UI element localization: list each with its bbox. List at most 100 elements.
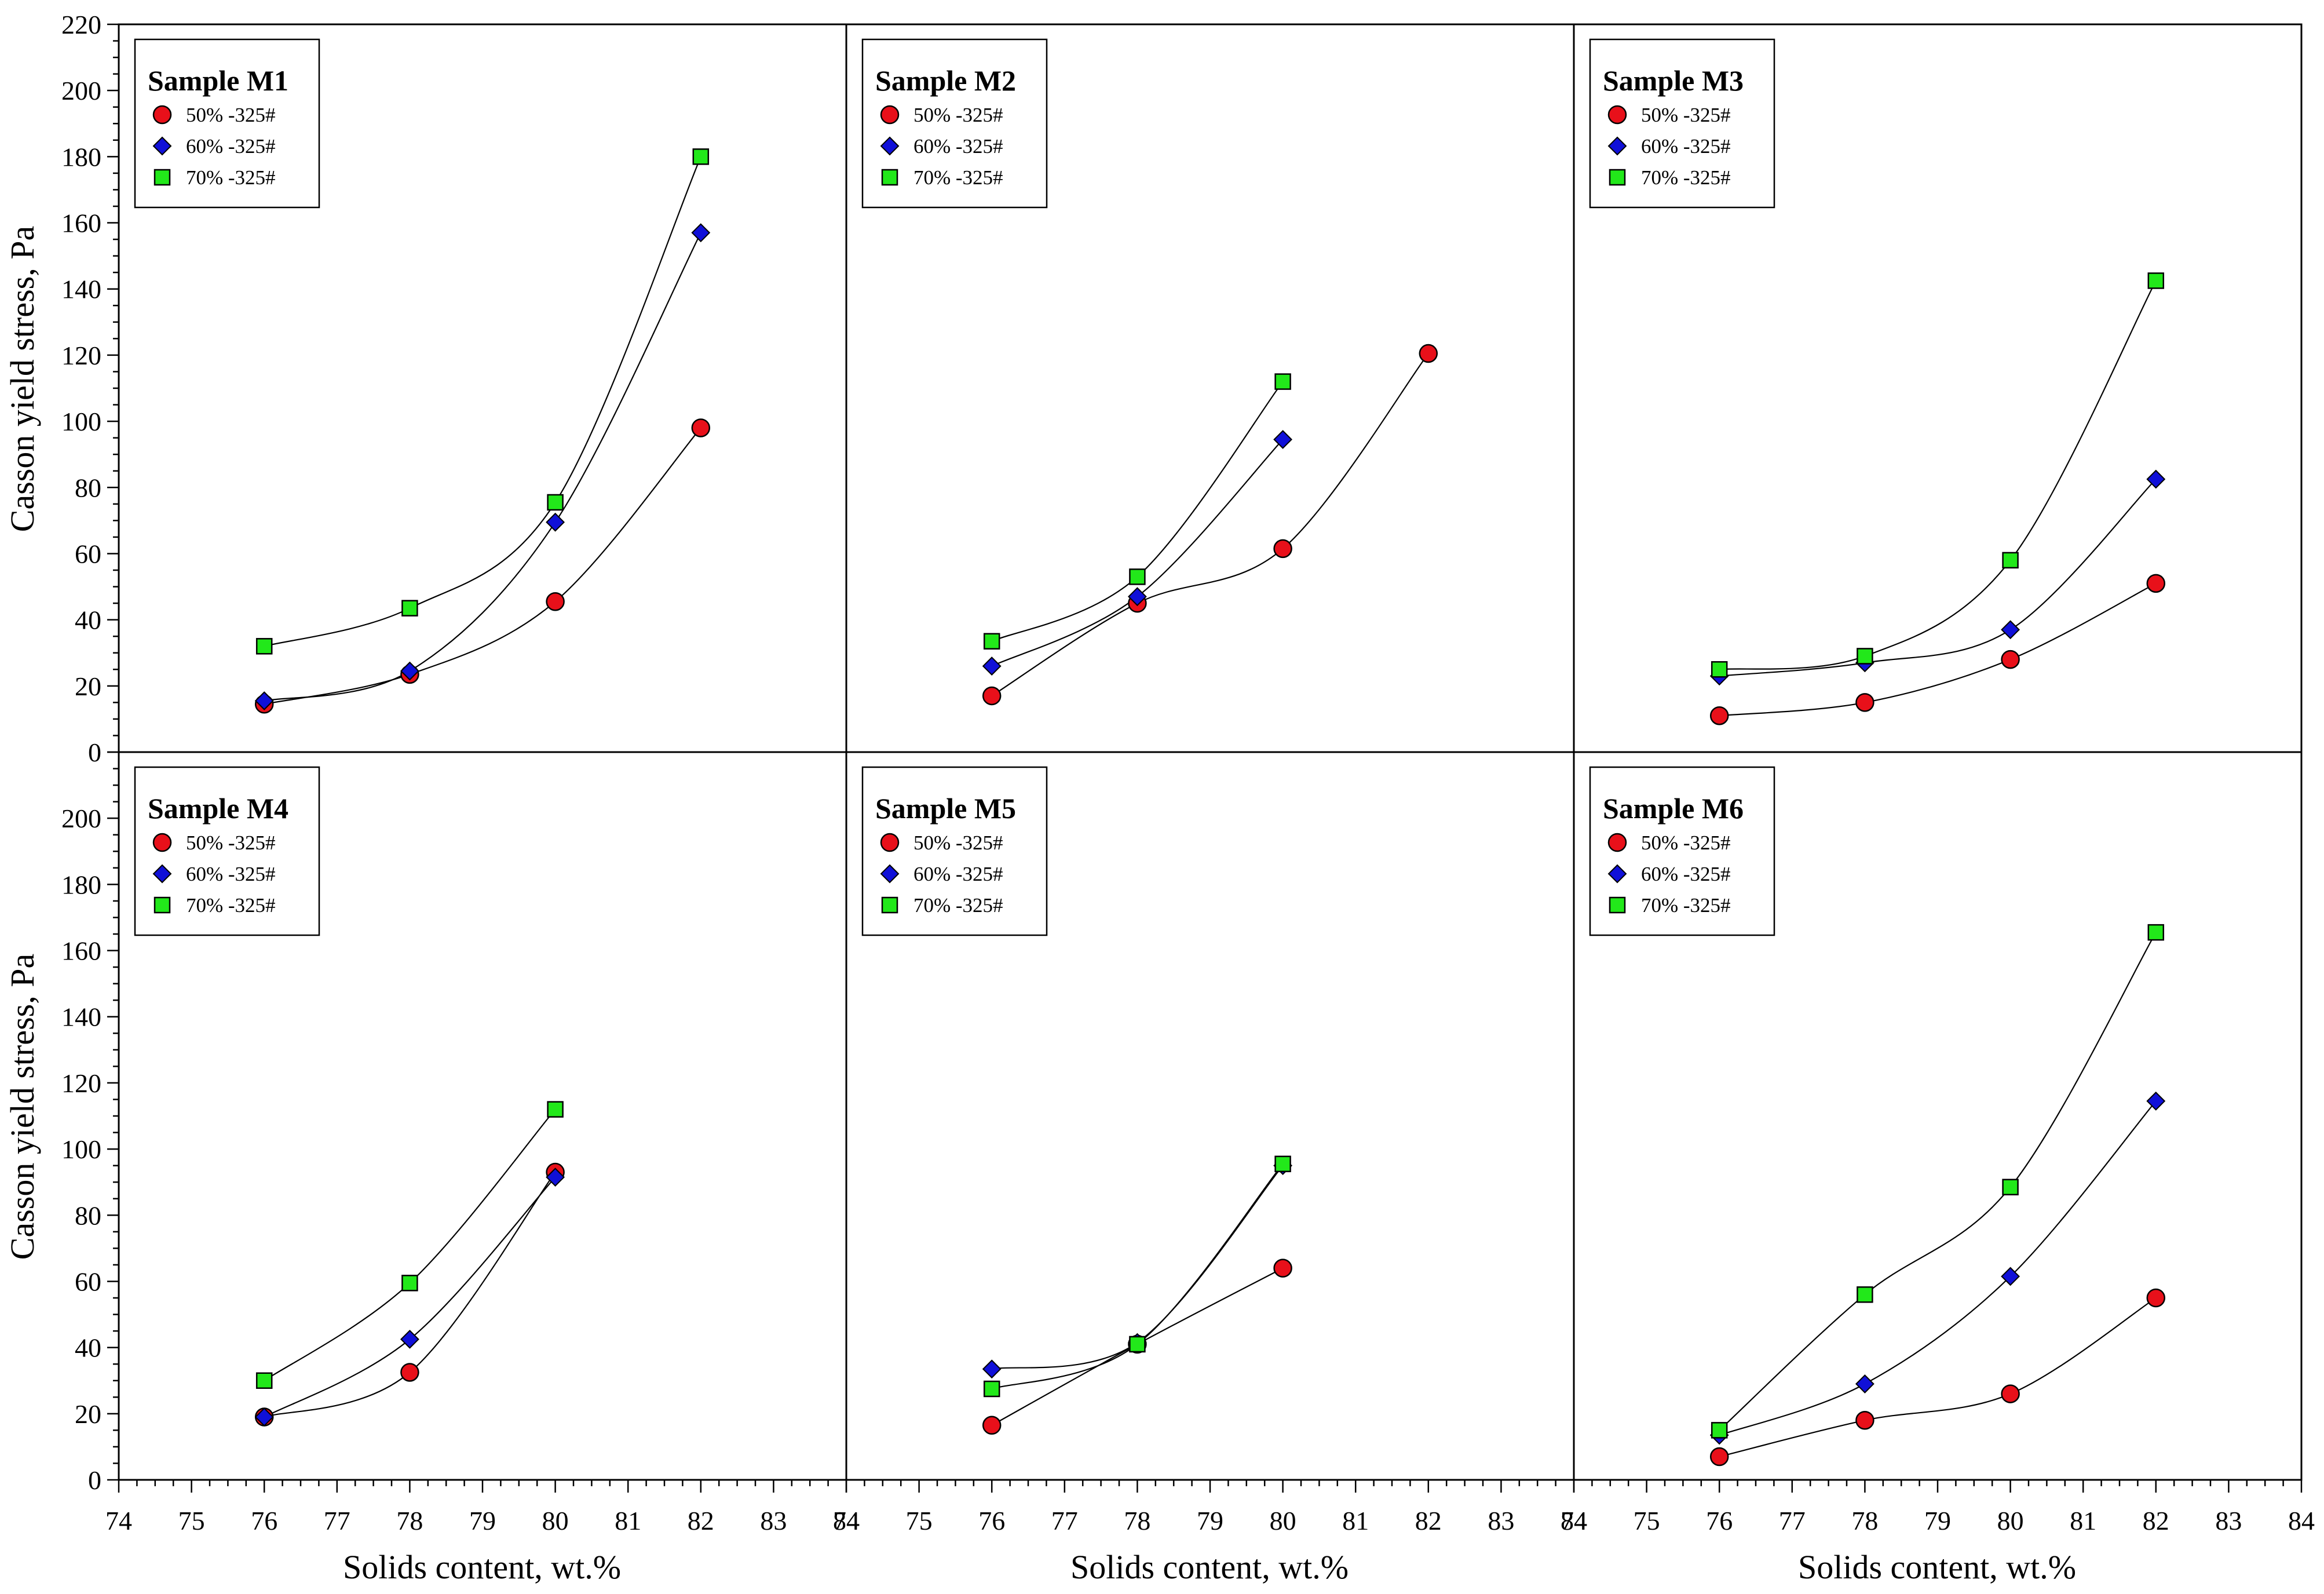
data-point	[2146, 574, 2166, 593]
y-tick-label: 140	[61, 275, 101, 304]
legend-m5: Sample M5 50% -325# 60% -325# 70% -325#	[861, 766, 1048, 936]
series-points-1	[1709, 574, 2166, 725]
legend-m3: Sample M3 50% -325# 60% -325# 70% -325#	[1589, 38, 1775, 209]
data-point	[982, 656, 1002, 676]
data-point	[1274, 1155, 1291, 1173]
legend-label: 50% -325#	[1641, 104, 1731, 126]
series-points-2	[254, 1168, 565, 1427]
x-tick-label: 76	[978, 1506, 1005, 1535]
x-tick-label: 77	[1779, 1506, 1806, 1535]
data-point	[1129, 568, 1146, 585]
legend-label: 50% -325#	[913, 104, 1003, 126]
legend-marker	[880, 833, 900, 852]
legend-marker	[1609, 896, 1626, 914]
x-tick-label: 81	[1342, 1506, 1369, 1535]
legend-m6: Sample M6 50% -325# 60% -325# 70% -325#	[1589, 766, 1775, 936]
x-tick-label: 77	[324, 1506, 350, 1535]
legend-label: 50% -325#	[186, 104, 276, 126]
panel-m2: Sample M2 50% -325# 60% -325# 70% -325#	[845, 23, 1575, 753]
data-point	[400, 1329, 419, 1349]
series-points-3	[983, 1155, 1291, 1398]
legend-marker	[154, 169, 171, 186]
x-axis-title-middle: Solids content, wt.%	[1070, 1548, 1349, 1586]
x-tick-label: 82	[688, 1506, 714, 1535]
panel-m5: 74 75 76 77 78 79 80 81 82 83 84 Sample M5 50% -325#…	[833, 751, 1587, 1535]
legend-label: 70% -325#	[186, 894, 276, 917]
y-axis-title-bottom: Casson yield stress, Pa	[3, 954, 41, 1260]
legend-marker	[152, 136, 172, 156]
legend-label: 60% -325#	[1641, 863, 1731, 885]
data-point	[1857, 1286, 1873, 1303]
data-point	[1857, 648, 1873, 665]
legend-marker	[880, 864, 900, 884]
data-point	[983, 1380, 1000, 1398]
data-point	[982, 1416, 1002, 1435]
panel-title: Sample M4	[148, 792, 288, 825]
data-point	[2001, 620, 2020, 640]
data-point	[2002, 552, 2019, 569]
legend-m1: Sample M1 50% -325# 60% -325# 70% -325#	[134, 38, 320, 209]
legend-label: 50% -325#	[913, 831, 1003, 854]
data-point	[1855, 693, 1874, 712]
data-point	[1419, 344, 1438, 363]
x-tick-label: 75	[906, 1506, 933, 1535]
x-tick-label: 82	[1415, 1506, 1442, 1535]
legend-marker	[880, 136, 900, 156]
y-axis-title-top: Casson yield stress, Pa	[3, 226, 41, 532]
series-curve-1	[1719, 1297, 2157, 1458]
axis-titles: Casson yield stress, Pa Casson yield str…	[3, 226, 2076, 1586]
data-point	[547, 1101, 564, 1118]
y-tick-label: 0	[88, 1465, 101, 1495]
legend-marker	[152, 833, 172, 852]
legend-marker	[1607, 864, 1627, 884]
data-point	[401, 600, 418, 617]
y-tick-label: 40	[75, 605, 101, 635]
y-tick-label: 140	[61, 1002, 101, 1032]
data-point	[983, 633, 1000, 650]
data-point	[2146, 469, 2166, 489]
y-tick-label: 20	[75, 672, 101, 701]
x-tick-label: 80	[1997, 1506, 2024, 1535]
legend-label: 60% -325#	[186, 863, 276, 885]
panel-title: Sample M2	[875, 64, 1016, 97]
y-tick-label: 160	[61, 209, 101, 238]
data-point	[546, 1168, 565, 1187]
series-points-3	[255, 1101, 564, 1389]
data-point	[401, 1275, 418, 1292]
data-point	[2146, 1288, 2166, 1308]
y-tick-label: 80	[75, 473, 101, 502]
panel-title: Sample M6	[1603, 792, 1744, 825]
x-tick-label: 74	[833, 1506, 860, 1535]
panel-m6: 74 75 76 77 78 79 80 81 82 83 84 Sample M6 50% -325#…	[1561, 751, 2315, 1535]
x-tick-label: 84	[1561, 1506, 1587, 1535]
data-point	[2147, 272, 2165, 289]
y-tick-label: 180	[61, 142, 101, 172]
series-curve-1	[264, 427, 701, 705]
legend-marker	[1607, 105, 1627, 125]
legend-marker	[1607, 833, 1627, 852]
x-axis-title-right: Solids content, wt.%	[1798, 1548, 2076, 1586]
data-point	[1709, 1447, 1729, 1467]
series-points-2	[1709, 469, 2166, 686]
y-tick-label: 80	[75, 1201, 101, 1230]
series-curve-2	[264, 232, 701, 702]
series-curve-2	[1719, 1100, 2157, 1436]
data-point	[1855, 1374, 1874, 1394]
data-point	[2001, 1384, 2020, 1403]
data-point	[1855, 1410, 1874, 1430]
legend-marker	[1609, 169, 1626, 186]
data-point	[692, 148, 710, 165]
x-tick-label: 83	[2215, 1506, 2242, 1535]
x-tick-label: 75	[178, 1506, 205, 1535]
y-tick-label: 0	[88, 738, 101, 767]
legend-m4: Sample M4 50% -325# 60% -325# 70% -325#	[134, 766, 320, 936]
data-point	[546, 512, 565, 532]
x-tick-label: 74	[105, 1506, 132, 1535]
y-tick-label: 120	[61, 1068, 101, 1098]
y-tick-label: 220	[61, 10, 101, 39]
data-point	[1127, 587, 1147, 607]
legend-marker	[1607, 136, 1627, 156]
x-tick-label: 80	[542, 1506, 569, 1535]
data-point	[546, 592, 565, 611]
series-points-3	[1711, 272, 2165, 678]
